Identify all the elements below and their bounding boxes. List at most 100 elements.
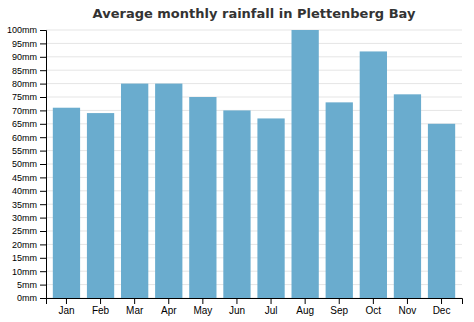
y-tick: 20mm (12, 240, 46, 250)
tick-label: 40mm (12, 186, 37, 196)
bar (326, 102, 353, 298)
x-tick: Dec (433, 298, 451, 316)
tick-label: Feb (92, 305, 110, 316)
tick-label: Oct (366, 305, 382, 316)
tick-label: 75mm (12, 92, 37, 102)
y-tick: 40mm (12, 186, 46, 196)
y-tick: 15mm (12, 253, 46, 263)
tick-mark (40, 137, 46, 138)
tick-label: 60mm (12, 133, 37, 143)
x-tick: Feb (92, 298, 110, 316)
y-tick: 45mm (12, 173, 46, 183)
axis-line (40, 31, 47, 299)
tick-mark (40, 43, 46, 44)
y-tick: 50mm (12, 159, 46, 169)
y-tick: 95mm (12, 39, 46, 49)
bar (155, 84, 182, 298)
y-tick: 0mm (17, 293, 46, 303)
tick-mark (40, 218, 46, 219)
tick-label: 15mm (12, 253, 37, 263)
bar (428, 124, 455, 298)
bar (223, 110, 250, 298)
tick-label: 70mm (12, 106, 37, 116)
tick-label: 25mm (12, 226, 37, 236)
x-tick: Aug (296, 298, 314, 316)
tick-label: 35mm (12, 200, 37, 210)
tick-label: Apr (161, 305, 177, 316)
bar (360, 51, 387, 298)
x-axis: JanFebMarAprMayJunJulAugSepOctNovDec (47, 298, 463, 316)
tick-mark (40, 97, 46, 98)
tick-mark (40, 231, 46, 232)
grid-line (46, 43, 462, 44)
y-tick: 10mm (12, 267, 46, 277)
chart-container: 0mm 5mm 10mm 15mm 20mm 25mm 30mm 35mm 40mm 45mm 50… (0, 0, 474, 322)
tick-label: Jul (265, 305, 278, 316)
tick-mark (407, 298, 408, 304)
tick-label: Nov (399, 305, 417, 316)
tick-mark (40, 204, 46, 205)
tick-mark (202, 298, 203, 304)
tick-label: 10mm (12, 267, 37, 277)
tick-label: Sep (330, 305, 348, 316)
tick-label: 30mm (12, 213, 37, 223)
tick-mark (40, 177, 46, 178)
x-tick: Apr (161, 298, 177, 316)
tick-mark (40, 124, 46, 125)
y-tick: 75mm (12, 92, 46, 102)
tick-mark (40, 271, 46, 272)
x-tick: Mar (126, 298, 144, 316)
chart-svg: 0mm 5mm 10mm 15mm 20mm 25mm 30mm 35mm 40mm 45mm 50… (0, 0, 474, 322)
tick-label: 95mm (12, 39, 37, 49)
grid-line (46, 30, 462, 31)
tick-label: 90mm (12, 52, 37, 62)
grid-line (46, 56, 462, 57)
x-tick: Jan (58, 298, 74, 316)
grid-line (46, 83, 462, 84)
x-tick: Jun (229, 298, 245, 316)
y-tick: 70mm (12, 106, 46, 116)
tick-mark (40, 84, 46, 85)
y-tick: 5mm (17, 280, 46, 290)
bar (189, 97, 216, 298)
y-tick: 25mm (12, 226, 46, 236)
tick-mark (66, 298, 67, 304)
tick-label: 65mm (12, 119, 37, 129)
tick-label: 0mm (17, 293, 37, 303)
bar (87, 113, 114, 298)
tick-mark (40, 151, 46, 152)
bar (257, 118, 284, 298)
tick-mark (40, 244, 46, 245)
grid-line (46, 70, 462, 71)
tick-mark (134, 298, 135, 304)
tick-label: 45mm (12, 173, 37, 183)
tick-mark (373, 298, 374, 304)
tick-label: Mar (126, 305, 144, 316)
tick-mark (100, 298, 101, 304)
tick-label: 55mm (12, 146, 37, 156)
y-tick: 35mm (12, 200, 46, 210)
tick-mark (40, 285, 46, 286)
tick-label: Jan (58, 305, 74, 316)
y-tick: 80mm (12, 79, 46, 89)
tick-mark (40, 191, 46, 192)
y-tick: 85mm (12, 66, 46, 76)
title: Average monthly rainfall in Plettenberg … (93, 6, 416, 21)
y-axis: 0mm 5mm 10mm 15mm 20mm 25mm 30mm 35mm 40mm 45mm 50… (7, 25, 47, 303)
x-tick: Sep (330, 298, 348, 316)
tick-label: Dec (433, 305, 451, 316)
axis-line (47, 299, 463, 305)
tick-mark (305, 298, 306, 304)
tick-label: 80mm (12, 79, 37, 89)
tick-label: 85mm (12, 66, 37, 76)
tick-label: 20mm (12, 240, 37, 250)
tick-mark (40, 110, 46, 111)
y-tick: 100mm (7, 25, 46, 35)
tick-mark (40, 258, 46, 259)
y-tick: 55mm (12, 146, 46, 156)
tick-label: 5mm (17, 280, 37, 290)
x-tick: Oct (366, 298, 382, 316)
tick-mark (40, 164, 46, 165)
bar (121, 84, 148, 298)
bar (394, 94, 421, 298)
